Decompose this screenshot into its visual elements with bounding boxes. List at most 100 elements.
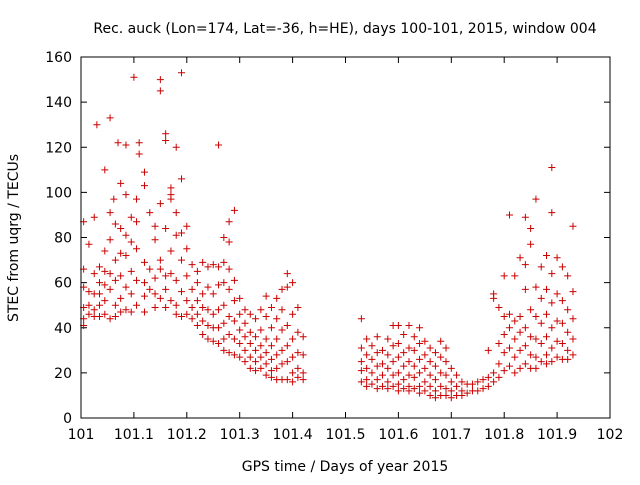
x-tick: 101.5 (325, 57, 366, 443)
data-point (400, 385, 408, 393)
data-point (543, 360, 551, 368)
data-point (394, 380, 402, 388)
data-point (246, 353, 254, 361)
data-point (273, 315, 281, 323)
data-point (127, 213, 135, 221)
data-point (283, 270, 291, 278)
data-point (537, 294, 545, 302)
data-point (537, 319, 545, 327)
data-point (421, 337, 429, 345)
data-point (225, 265, 233, 273)
data-point (532, 312, 540, 320)
x-tick-label: 102 (597, 427, 624, 443)
data-point (363, 335, 371, 343)
data-point (468, 380, 476, 388)
data-point (146, 285, 154, 293)
data-point (527, 306, 535, 314)
data-point (278, 306, 286, 314)
data-point (246, 340, 254, 348)
data-point (220, 234, 228, 241)
data-point (127, 308, 135, 316)
data-point (106, 270, 114, 278)
data-point (172, 310, 180, 318)
data-point (267, 324, 275, 332)
data-point (384, 378, 392, 386)
data-point (289, 369, 297, 377)
data-point (431, 387, 439, 395)
data-point (172, 209, 180, 217)
data-point (553, 353, 561, 361)
data-point (167, 247, 175, 255)
data-point (225, 349, 233, 357)
data-point (209, 290, 217, 298)
data-point (543, 310, 551, 318)
data-point (416, 324, 424, 332)
data-point (516, 312, 524, 320)
data-point (289, 335, 297, 343)
data-point (389, 382, 397, 390)
data-point (101, 166, 109, 174)
y-tick-label: 0 (63, 411, 72, 427)
data-point (505, 344, 513, 352)
data-point (278, 285, 286, 293)
data-point (167, 184, 175, 192)
data-point (564, 346, 572, 354)
data-point (140, 182, 148, 190)
data-point (299, 376, 307, 384)
y-axis-ticks: 0 20 40 60 80 100 120 140 160 (45, 50, 610, 427)
data-point (252, 367, 260, 375)
data-point (283, 321, 291, 329)
y-tick: 20 (54, 366, 610, 382)
data-point (167, 270, 175, 278)
data-point (146, 265, 154, 273)
data-point (558, 319, 566, 327)
data-point (106, 315, 114, 323)
data-point (204, 306, 212, 314)
data-point (405, 321, 413, 329)
data-point (140, 168, 148, 176)
data-point (252, 315, 260, 323)
data-point (110, 195, 118, 203)
data-point (294, 328, 302, 336)
data-point (558, 297, 566, 305)
data-point (106, 285, 114, 293)
data-point (421, 387, 429, 395)
data-point (117, 308, 125, 316)
y-tick: 60 (54, 276, 610, 292)
data-point (516, 346, 524, 354)
data-point (183, 310, 191, 318)
data-point (283, 283, 291, 291)
y-tick: 100 (45, 185, 610, 201)
data-point (447, 387, 455, 395)
data-point (215, 141, 223, 149)
data-point (140, 258, 148, 266)
data-point (532, 353, 540, 361)
data-point (267, 355, 275, 363)
data-point (283, 358, 291, 366)
data-point (156, 294, 164, 302)
data-point (183, 245, 191, 253)
data-point (394, 353, 402, 361)
data-point (133, 301, 141, 309)
data-point (500, 349, 508, 357)
data-point (373, 385, 381, 393)
data-point (384, 351, 392, 359)
data-point (410, 373, 418, 381)
data-point (500, 312, 508, 320)
data-point (230, 276, 238, 284)
chart-title: Rec. auck (Lon=174, Lat=-36, h=HE), days… (93, 21, 596, 37)
data-points (80, 69, 577, 402)
data-point (199, 290, 207, 298)
data-point (421, 351, 429, 359)
data-point (410, 362, 418, 370)
y-tick-label: 80 (54, 231, 72, 247)
data-point (90, 270, 98, 278)
data-point (188, 261, 196, 269)
data-point (151, 222, 159, 230)
data-point (532, 283, 540, 291)
data-point (357, 367, 365, 375)
x-tick-label: 101 (68, 427, 95, 443)
data-point (220, 346, 228, 354)
data-point (543, 333, 551, 341)
data-point (215, 306, 223, 314)
